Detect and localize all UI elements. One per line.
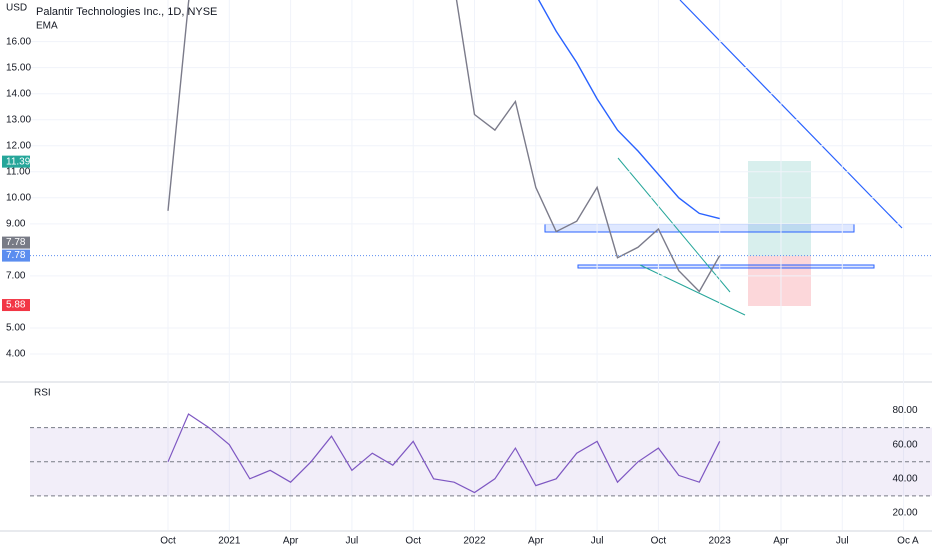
price-label: 5.88	[6, 300, 26, 311]
y-tick-label: 11.00	[6, 166, 31, 177]
y-tick-label: 4.00	[6, 349, 26, 360]
y-tick-label: 10.00	[6, 192, 31, 203]
drawings	[544, 0, 903, 316]
x-tick-label: Apr	[283, 536, 299, 547]
y-tick-label: 16.00	[6, 36, 31, 47]
x-tick-label: 2023	[709, 536, 732, 547]
x-tick-label: Apr	[773, 536, 789, 547]
rsi-tick-label: 80.00	[892, 405, 917, 416]
rsi-tick-label: 40.00	[892, 473, 917, 484]
x-tick-label: Oct	[160, 536, 176, 547]
series-line	[537, 0, 720, 220]
currency: USD	[6, 3, 27, 14]
wedge-line	[639, 264, 746, 316]
price-label-box	[2, 299, 30, 312]
x-tick-label: Jul	[346, 536, 359, 547]
x-tick-label: Jul	[591, 536, 604, 547]
x-tick-label: Oct	[405, 536, 421, 547]
price-label: 11.39	[6, 156, 31, 167]
price-label: 7.78	[6, 250, 26, 261]
price-label: 7.78	[6, 237, 26, 248]
x-tick-label: 2021	[218, 536, 241, 547]
y-tick-label: 9.00	[6, 218, 26, 229]
price-label-box	[2, 236, 30, 249]
rsi-line	[167, 413, 721, 494]
y-tick-label: 5.00	[6, 323, 26, 334]
indicator-name: EMA	[36, 21, 58, 32]
trend-line	[679, 0, 903, 229]
series-line	[167, 0, 721, 293]
x-tick-label: Apr	[528, 536, 544, 547]
x-tick-label: 2022	[463, 536, 486, 547]
chart-title: Palantir Technologies Inc., 1D, NYSE	[36, 6, 217, 18]
zone-rect	[577, 264, 875, 269]
stop-zone	[748, 256, 811, 306]
x-tick-label: Oct	[651, 536, 667, 547]
x-tick-label: Oc	[897, 536, 910, 547]
target-zone	[748, 161, 811, 256]
zone-rect	[544, 223, 855, 233]
rsi-tick-label: 20.00	[892, 508, 917, 519]
corner-label: A	[912, 536, 919, 547]
price-label-box	[2, 249, 30, 262]
y-tick-label: 15.00	[6, 62, 31, 73]
y-tick-label: 7.00	[6, 271, 26, 282]
x-tick-label: Jul	[836, 536, 849, 547]
price-label-box	[2, 155, 30, 168]
rsi-tick-label: 60.00	[892, 439, 917, 450]
y-tick-label: 12.00	[6, 140, 31, 151]
y-tick-label: 14.00	[6, 88, 31, 99]
y-tick-label: 13.00	[6, 114, 31, 125]
rsi-title: RSI	[34, 388, 51, 399]
